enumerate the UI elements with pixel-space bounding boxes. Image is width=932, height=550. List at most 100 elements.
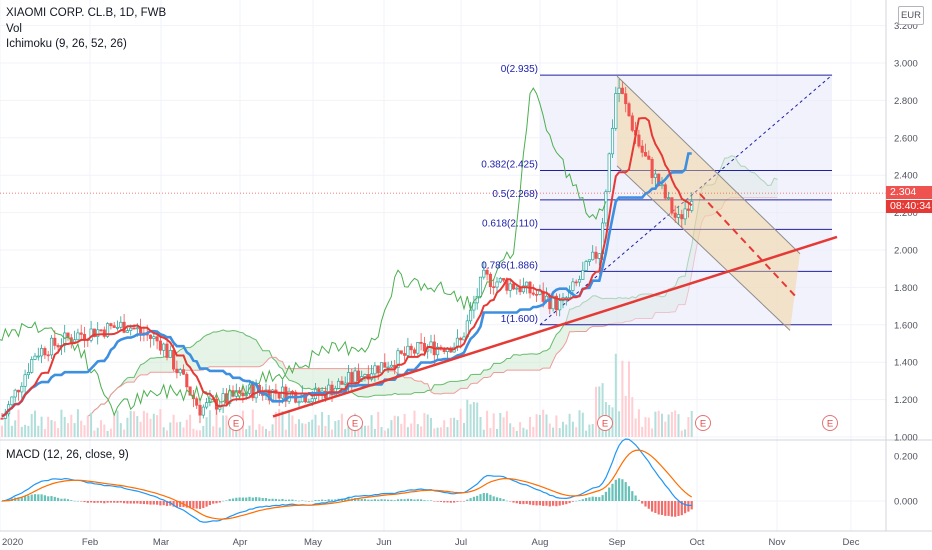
volume-bar-80	[265, 428, 267, 437]
volume-bar-159	[525, 429, 528, 437]
candle-206	[680, 209, 684, 229]
volume-bar-1	[4, 411, 7, 437]
volume-bar-208	[687, 417, 690, 437]
macd-hist-121	[400, 499, 403, 501]
volume-bar-25	[83, 425, 86, 437]
macd-hist-105	[347, 498, 350, 501]
volume-bar-175	[578, 410, 581, 437]
candle-body-62	[205, 402, 209, 408]
macd-hist-89	[294, 500, 297, 501]
volume-bar-19	[63, 416, 66, 437]
macd-hist-24	[80, 501, 83, 502]
volume-bar-165	[545, 414, 548, 437]
macd-hist-195	[644, 501, 647, 507]
candle-body-207	[683, 208, 687, 220]
macd-hist-145	[479, 494, 482, 501]
fib-label-0.786: 0.786(1.886)	[481, 260, 538, 271]
earnings-marker-0: E	[228, 415, 244, 431]
fib-label-0: 0(2.935)	[501, 64, 538, 75]
candle-body-151	[498, 278, 502, 283]
candle-body-176	[581, 270, 585, 280]
volume-legend[interactable]: Vol	[6, 22, 22, 35]
candle-117	[386, 361, 390, 374]
candle-body-49	[162, 343, 166, 351]
volume-bar-129	[426, 414, 429, 437]
volume-bar-31	[103, 424, 106, 437]
macd-hist-154	[509, 501, 512, 502]
candle-180	[594, 246, 598, 264]
candle-114	[376, 365, 380, 380]
currency-badge[interactable]: EUR	[898, 6, 924, 25]
volume-bar-179	[591, 424, 594, 437]
ichimoku-lines	[0, 87, 693, 418]
earnings-label-0: E	[233, 419, 239, 430]
volume-bar-60	[199, 430, 201, 437]
volume-bar-154	[509, 423, 512, 437]
candle-body-105	[346, 372, 351, 384]
volume-bar-124	[410, 423, 413, 437]
macd-hist-22	[73, 500, 76, 502]
candle-body-0	[0, 417, 4, 420]
candle-145	[478, 276, 483, 298]
candle-143	[472, 295, 476, 319]
macd-hist-170	[561, 501, 565, 505]
volume-bar-170	[562, 421, 564, 437]
volume-bar-149	[492, 413, 495, 437]
candle-body-45	[148, 334, 153, 339]
candle-body-187	[617, 87, 621, 94]
symbol-title[interactable]: XIAOMI CORP. CL.B, 1D, FWB	[6, 7, 167, 19]
macd-hist-26	[86, 501, 89, 503]
macd-hist-21	[70, 500, 73, 501]
macd-hist-149	[492, 496, 495, 501]
candle-168	[554, 293, 558, 316]
volume-bar-30	[100, 420, 102, 437]
volume-bar-58	[192, 428, 195, 437]
candle-body-73	[241, 392, 245, 397]
macd-hist-169	[558, 501, 561, 506]
volume-bar-207	[684, 429, 687, 437]
candle-body-41	[135, 327, 139, 330]
earnings-marker-2: E	[597, 415, 613, 431]
candle-4	[13, 388, 17, 403]
candle-155	[511, 282, 516, 291]
time-tick-0: 2020	[2, 537, 23, 548]
volume-bar-32	[106, 430, 109, 437]
time-tick-1: Feb	[82, 537, 98, 548]
macd-legend[interactable]: MACD (12, 26, close, 9)	[6, 449, 129, 461]
candle-body-7	[23, 374, 27, 387]
macd-hist-198	[654, 501, 657, 513]
volume-bar-116	[383, 430, 386, 437]
volume-bar-17	[57, 428, 60, 437]
volume-bar-98	[324, 426, 327, 437]
earnings-label-4: E	[827, 419, 833, 430]
candle-body-142	[469, 309, 473, 322]
volume-bar-117	[387, 428, 390, 437]
candle-203	[670, 197, 674, 216]
macd-hist-39	[129, 501, 132, 504]
macd-hist-53	[175, 501, 178, 508]
volume-bar-12	[40, 416, 43, 437]
earnings-circle-4	[822, 415, 838, 431]
volume-bar-18	[60, 409, 63, 437]
macd-hist-36	[119, 501, 122, 503]
time-tick-3: Apr	[233, 537, 248, 548]
macd-hist-151	[499, 498, 502, 501]
candle-body-9	[30, 359, 34, 373]
candle-6	[20, 382, 24, 401]
volume-bar-93	[307, 421, 310, 437]
candle-body-67	[221, 393, 225, 407]
macd-hist-111	[367, 499, 370, 501]
macd-hist-69	[228, 499, 231, 501]
candle-48	[158, 337, 162, 355]
volume-bar-68	[225, 415, 228, 437]
ichimoku-legend[interactable]: Ichimoku (9, 26, 52, 26)	[6, 38, 127, 50]
macd-hist-178	[588, 497, 591, 501]
candle-13	[43, 346, 47, 360]
volume-bar-169	[558, 428, 561, 437]
candle-body-201	[663, 184, 667, 199]
candle-body-27	[89, 328, 93, 341]
candle-113	[373, 362, 377, 382]
candle-29	[96, 322, 100, 345]
macd-hist-110	[363, 499, 367, 501]
